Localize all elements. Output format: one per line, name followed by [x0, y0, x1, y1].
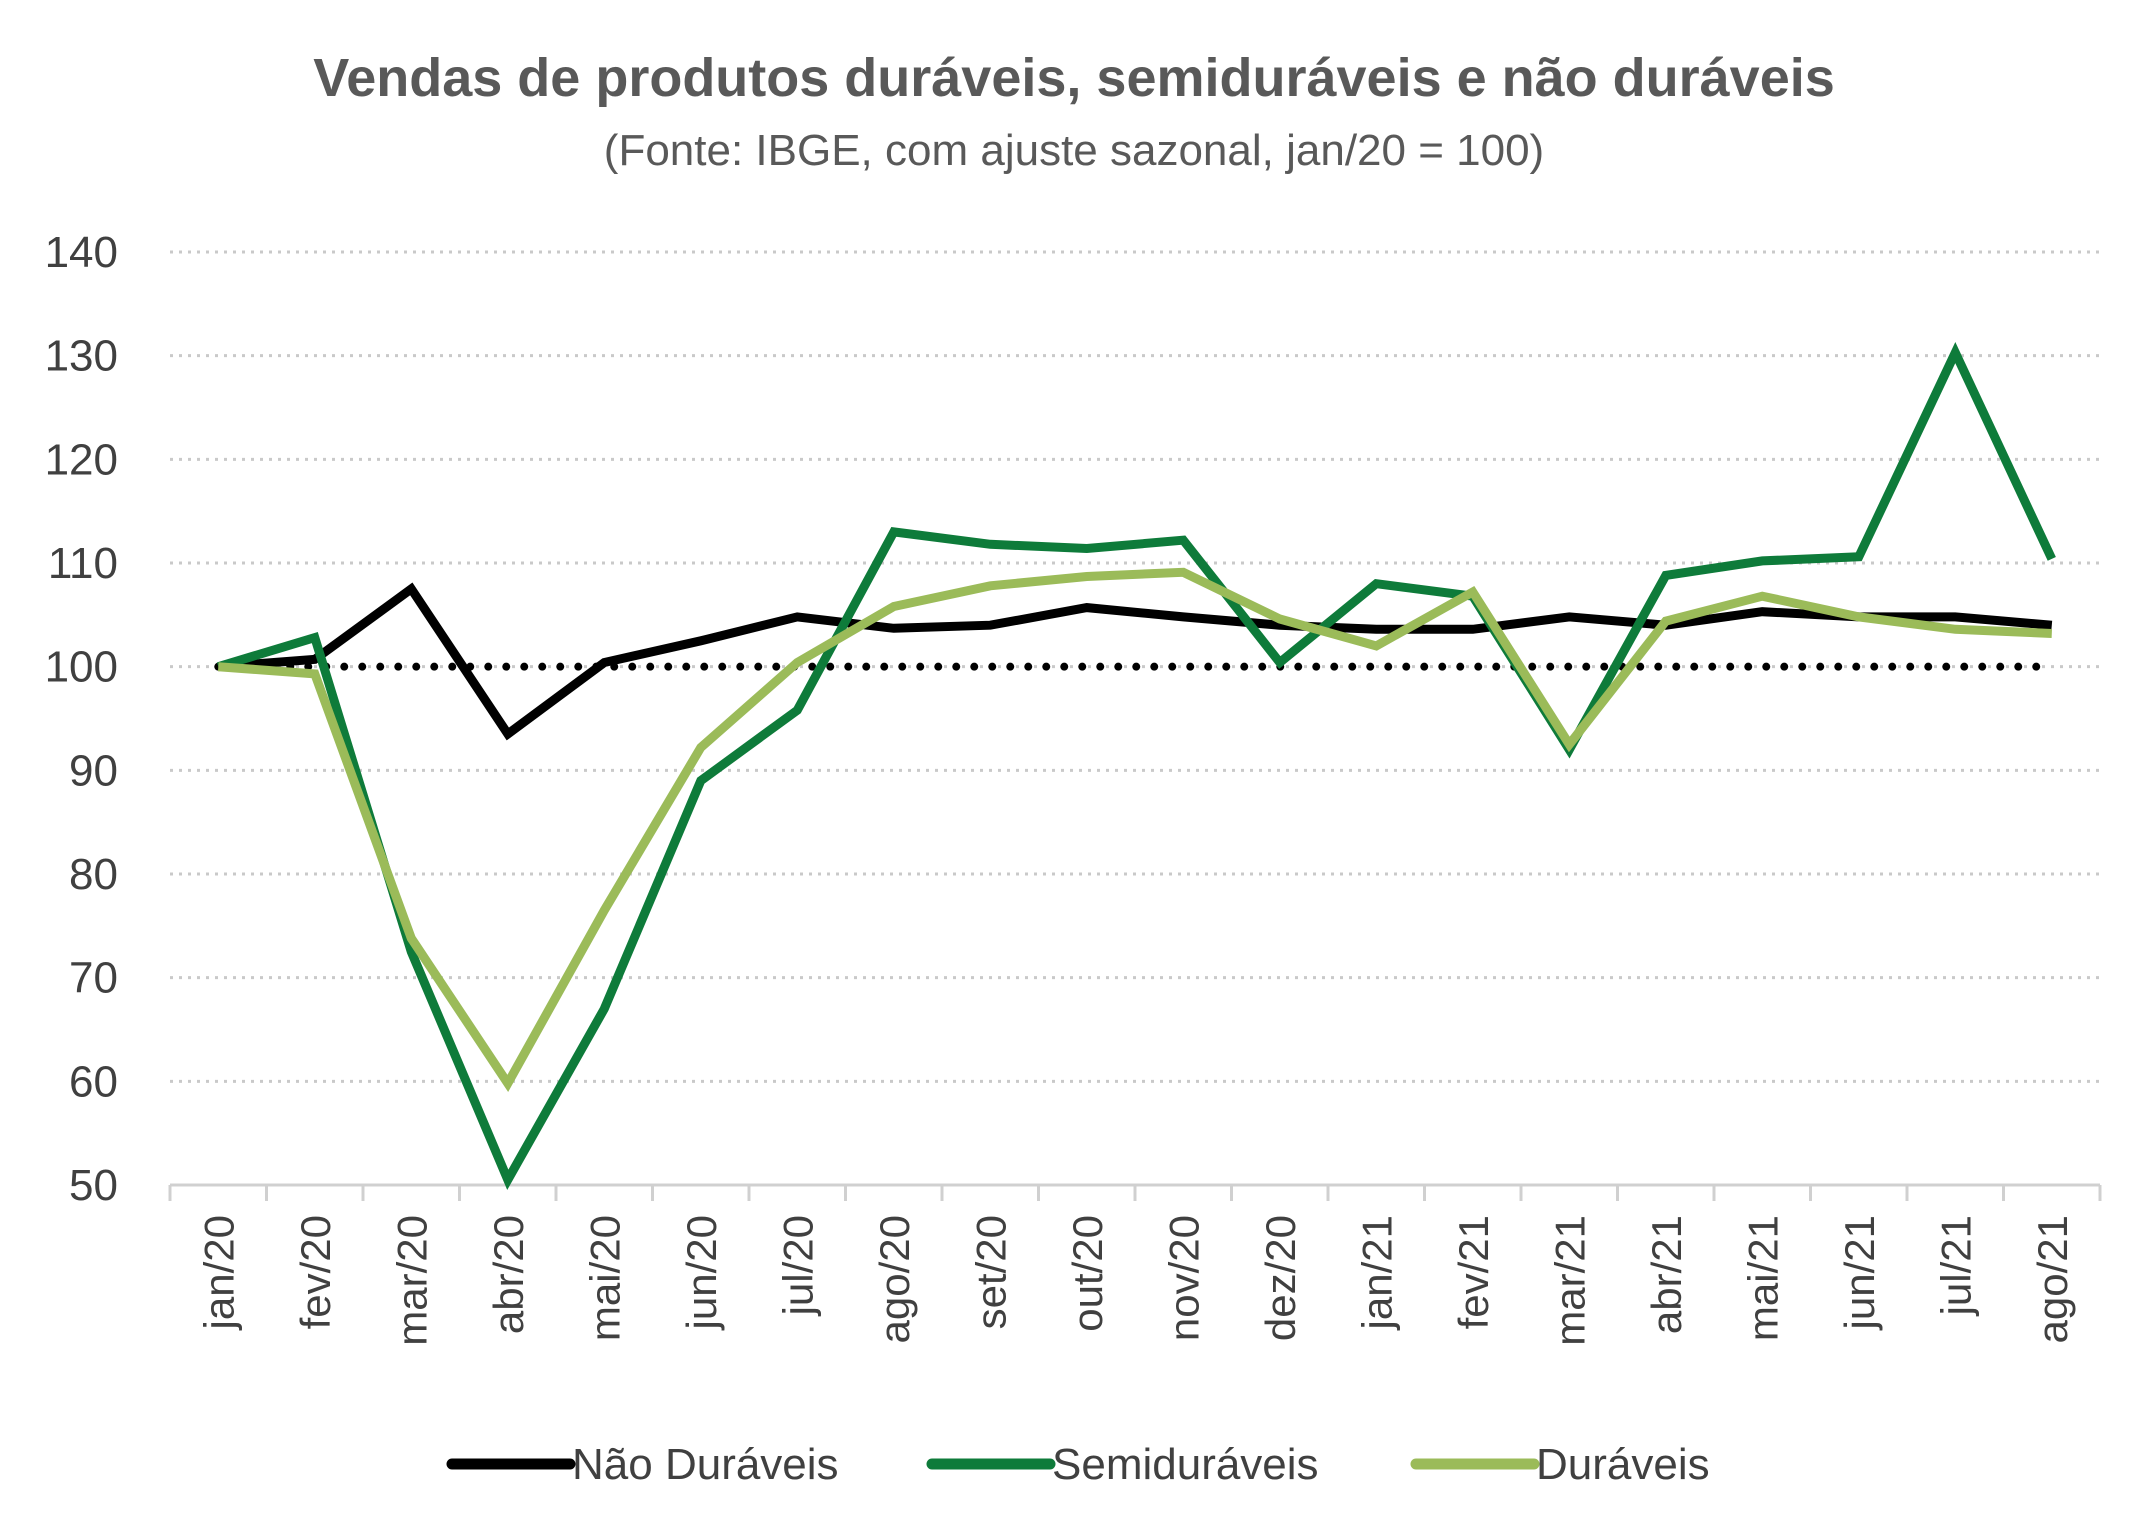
- y-tick-label-140: 140: [45, 228, 118, 277]
- x-tick-label-jun-21: jun/21: [1836, 1215, 1883, 1331]
- y-tick-label-120: 120: [45, 435, 118, 484]
- series-line-2: [217, 567, 2052, 1093]
- x-tick-label-jul-20: jul/20: [774, 1215, 821, 1317]
- x-axis-tick-labels: jan/20 fev/20 mar/20 abr/20 mai/20 jun/20 jul/…: [195, 1215, 2076, 1346]
- x-tick-label-nov-20: nov/20: [1160, 1215, 1207, 1341]
- legend-label-2: Duráveis: [1536, 1440, 1710, 1489]
- x-tick-label-out-20: out/20: [1064, 1215, 1111, 1332]
- x-tick-label-jul-21: jul/21: [1932, 1215, 1979, 1317]
- y-axis-tick-labels: 50 60 70 80 90 100 110 120 130 140: [45, 228, 118, 1210]
- y-tick-label-90: 90: [69, 746, 118, 795]
- legend-label-0: Não Duráveis: [572, 1440, 839, 1489]
- y-tick-label-60: 60: [69, 1057, 118, 1106]
- x-tick-label-jan-20: jan/20: [195, 1215, 242, 1331]
- x-tick-label-mar-20: mar/20: [388, 1215, 435, 1346]
- series-line-1: [217, 342, 2056, 1190]
- y-tick-label-110: 110: [48, 539, 118, 588]
- x-tick-label-jun-20: jun/20: [678, 1215, 725, 1331]
- x-tick-label-ago-20: ago/20: [871, 1215, 918, 1343]
- y-tick-label-130: 130: [45, 332, 118, 381]
- x-tick-label-mar-21: mar/21: [1546, 1215, 1593, 1346]
- x-tick-label-mai-21: mai/21: [1739, 1215, 1786, 1341]
- x-tick-label-ago-21: ago/21: [2029, 1215, 2076, 1343]
- y-tick-label-80: 80: [69, 850, 118, 899]
- chart-subtitle: (Fonte: IBGE, com ajuste sazonal, jan/20…: [604, 126, 1544, 175]
- series-line-0: [217, 582, 2053, 741]
- axes: [168, 1183, 2102, 1201]
- x-tick-label-fev-20: fev/20: [292, 1215, 339, 1329]
- x-tick-label-abr-20: abr/20: [485, 1215, 532, 1334]
- y-tick-label-50: 50: [69, 1161, 118, 1210]
- y-tick-label-70: 70: [69, 954, 118, 1003]
- y-tick-label-100: 100: [45, 643, 118, 692]
- series-lines: [217, 342, 2056, 1190]
- x-tick-label-mai-20: mai/20: [581, 1215, 628, 1341]
- x-tick-label-fev-21: fev/21: [1450, 1215, 1497, 1329]
- legend-label-1: Semiduráveis: [1052, 1440, 1319, 1489]
- x-tick-label-jan-21: jan/21: [1353, 1215, 1400, 1331]
- legend: Não Duráveis Semiduráveis Duráveis: [446, 1440, 1710, 1489]
- x-tick-label-abr-21: abr/21: [1643, 1215, 1690, 1334]
- chart-title: Vendas de produtos duráveis, semidurávei…: [313, 48, 1835, 108]
- x-tick-label-set-20: set/20: [967, 1215, 1014, 1329]
- x-tick-label-dez-20: dez/20: [1257, 1215, 1304, 1341]
